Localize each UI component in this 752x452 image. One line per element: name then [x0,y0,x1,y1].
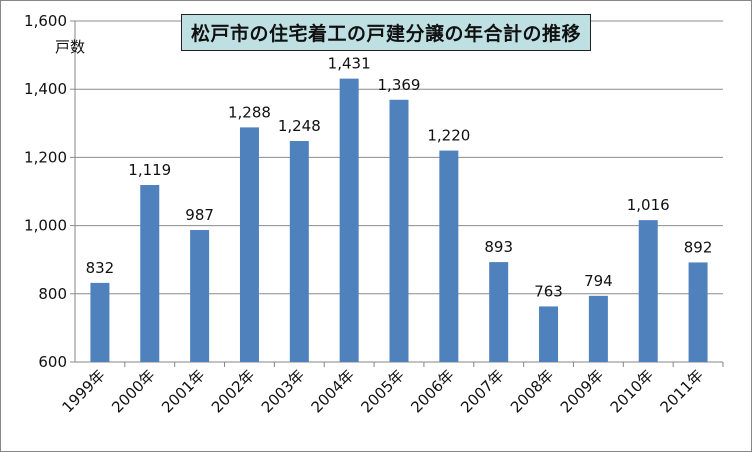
bar [439,150,459,362]
data-label: 1,119 [128,161,171,179]
x-tick-label: 2010年 [607,366,657,416]
x-tick-label: 2003年 [258,366,308,416]
bar [489,262,509,362]
x-tick-label: 2002年 [208,366,258,416]
bar [638,220,658,362]
x-tick-label: 2009年 [557,366,607,416]
y-tick-label: 600 [38,353,67,371]
y-tick-label: 1,600 [24,12,67,30]
data-label: 763 [534,282,563,300]
x-tick-label: 1999年 [58,366,108,416]
x-tick-label: 2001年 [158,366,208,416]
y-tick-label: 800 [38,285,67,303]
y-tick-label: 1,000 [24,217,67,235]
x-tick-label: 2005年 [357,366,407,416]
x-tick-label: 2000年 [108,366,158,416]
x-tick-label: 2008年 [507,366,557,416]
y-tick-label: 1,400 [24,80,67,98]
bar [239,127,259,362]
data-label: 987 [185,206,214,224]
data-label: 1,288 [228,103,271,121]
bar [289,141,309,362]
data-label: 1,220 [427,127,470,145]
data-label: 892 [684,238,713,256]
data-label: 1,016 [627,196,670,214]
bar [339,78,359,362]
bar [90,282,110,362]
data-label: 1,431 [328,55,371,73]
bar [389,99,409,363]
bar [140,185,160,362]
bar [539,306,559,362]
bar [688,262,708,362]
x-tick-label: 2006年 [407,366,457,416]
x-tick-label: 2004年 [308,366,358,416]
data-label: 1,369 [378,76,421,94]
data-label: 832 [86,259,115,277]
x-tick-label: 2011年 [657,366,707,416]
bar [588,295,608,362]
x-tick-label: 2007年 [457,366,507,416]
bar [190,230,210,362]
y-axis-unit-label: 戸数 [55,38,86,56]
data-label: 893 [484,238,513,256]
y-tick-label: 1,200 [24,148,67,166]
data-label: 1,248 [278,117,321,135]
data-label: 794 [584,272,613,290]
chart-title: 松戸市の住宅着工の戸建分譲の年合計の推移 [181,14,592,51]
